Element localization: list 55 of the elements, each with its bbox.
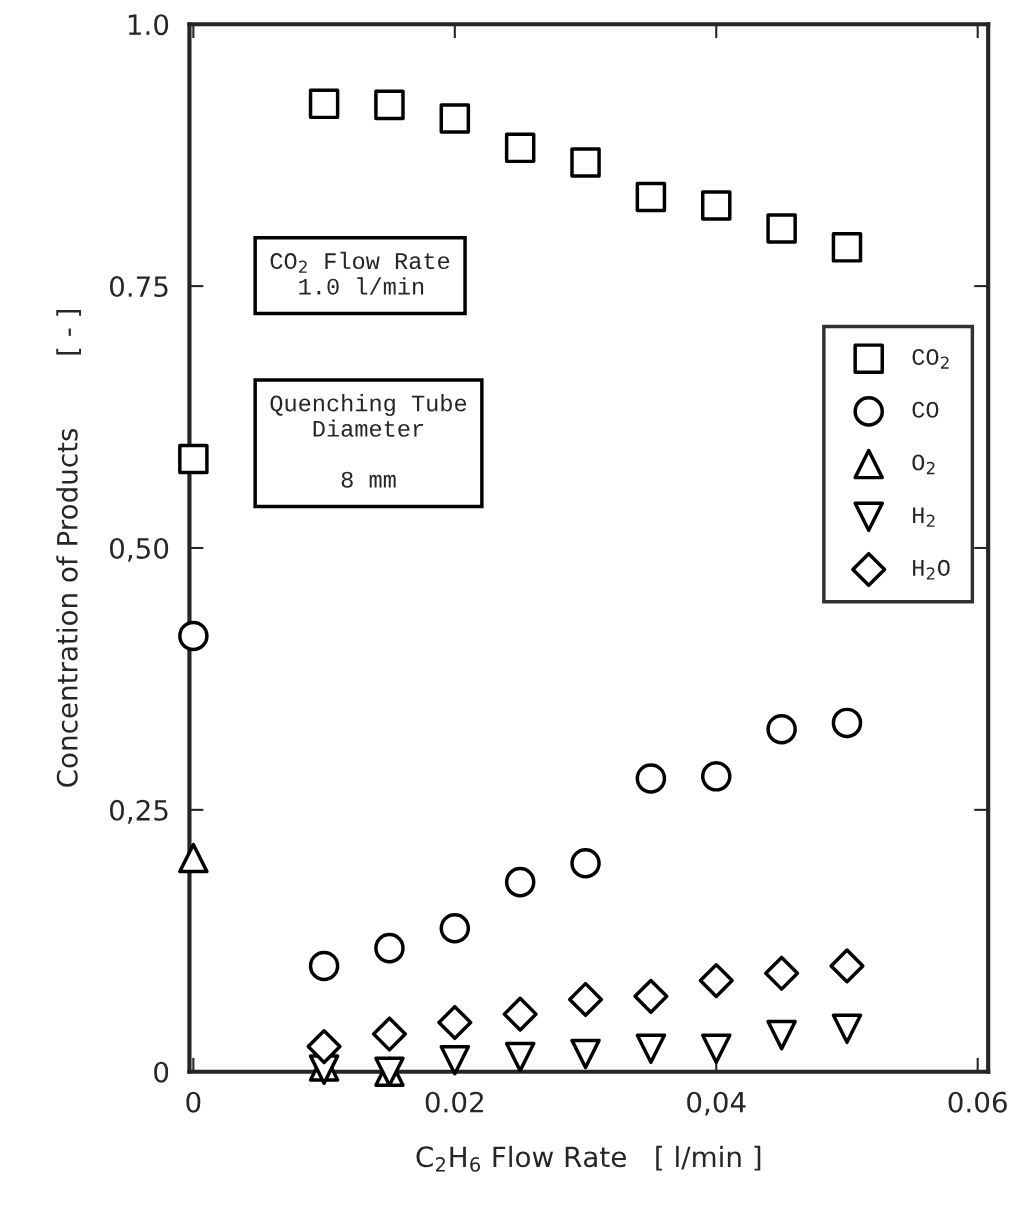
y-tick-label: 1.0 — [128, 14, 169, 36]
legend-label: CO — [912, 401, 939, 418]
point — [570, 848, 601, 879]
point — [178, 443, 209, 475]
x-tick-label: 0,04 — [687, 1091, 746, 1116]
point — [766, 1019, 797, 1051]
point — [306, 1029, 342, 1065]
point — [504, 132, 536, 164]
legend-label: O$_{2}$ — [912, 454, 935, 475]
legend-label: H$_{2}$ — [913, 507, 935, 527]
point — [371, 1016, 408, 1052]
point — [439, 1044, 471, 1076]
point — [502, 996, 538, 1032]
x-tick-label: 0 — [186, 1091, 201, 1113]
point — [439, 912, 471, 944]
point — [567, 981, 604, 1018]
y-tick-label: 0.75 — [109, 276, 168, 298]
point — [374, 932, 405, 964]
x-tick-label: 0.02 — [425, 1091, 483, 1113]
point — [635, 181, 667, 213]
point — [831, 232, 863, 263]
point — [308, 88, 340, 120]
point — [570, 147, 601, 178]
y-tick-label: 0,25 — [109, 799, 168, 824]
point — [764, 955, 800, 991]
point — [439, 103, 471, 134]
point — [635, 1033, 667, 1064]
x-tick-label: 0.06 — [948, 1091, 1007, 1113]
point — [831, 707, 863, 739]
point — [829, 948, 865, 984]
annotation: CO$_{2}$ Flow Rate 1.0 l/min — [270, 251, 450, 295]
point — [700, 190, 732, 221]
point — [374, 89, 405, 121]
point — [504, 866, 536, 898]
point — [308, 950, 340, 982]
point — [635, 763, 667, 794]
point — [570, 1038, 601, 1070]
y-tick-label: 0 — [154, 1061, 169, 1083]
point — [831, 1013, 863, 1045]
point — [504, 1041, 536, 1073]
text: Quenching Tube Diameter 8 mm — [270, 394, 467, 488]
legend-label: CO$_{2}$ — [912, 349, 949, 369]
point — [766, 713, 797, 745]
legend-label: H$_{2}$O — [913, 559, 950, 580]
point — [633, 978, 669, 1014]
point — [698, 963, 734, 999]
point — [178, 842, 209, 874]
y-tick-label: 0,50 — [109, 537, 169, 562]
x-axis-title: C$_{2}$H$_{6}$ Flow Rate [ l/min ] — [416, 1145, 761, 1172]
point — [700, 761, 732, 792]
point — [437, 1004, 473, 1041]
point — [178, 620, 209, 652]
point — [700, 1033, 732, 1064]
point — [766, 213, 797, 244]
y-axis-title: Concentration of Products [ - ] — [56, 309, 82, 787]
